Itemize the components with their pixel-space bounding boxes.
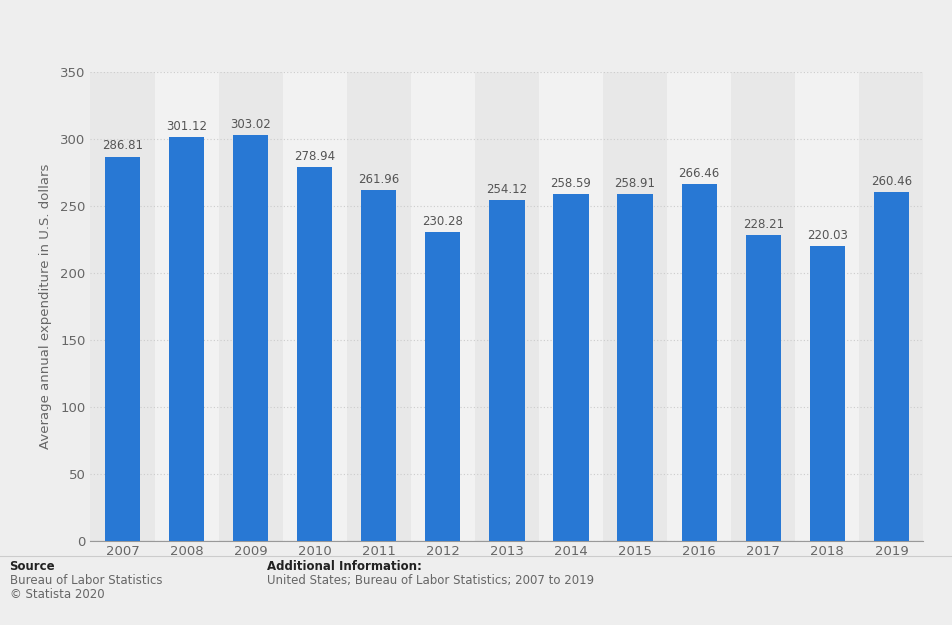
- Bar: [539, 72, 603, 541]
- Text: Additional Information:: Additional Information:: [267, 560, 422, 573]
- Bar: [603, 72, 667, 541]
- Bar: [731, 72, 795, 541]
- Text: 278.94: 278.94: [294, 150, 335, 163]
- Bar: [860, 72, 923, 541]
- Bar: [347, 72, 411, 541]
- Y-axis label: Average annual expenditure in U.S. dollars: Average annual expenditure in U.S. dolla…: [39, 164, 51, 449]
- Bar: [154, 72, 219, 541]
- Bar: [297, 167, 332, 541]
- Bar: [426, 232, 461, 541]
- Bar: [745, 235, 781, 541]
- Bar: [219, 72, 283, 541]
- Text: United States; Bureau of Labor Statistics; 2007 to 2019: United States; Bureau of Labor Statistic…: [267, 574, 594, 587]
- Bar: [233, 135, 268, 541]
- Bar: [361, 190, 396, 541]
- Text: 230.28: 230.28: [423, 215, 464, 228]
- Text: 258.59: 258.59: [550, 177, 591, 190]
- Text: 260.46: 260.46: [871, 175, 912, 188]
- Bar: [90, 72, 154, 541]
- Text: 301.12: 301.12: [166, 121, 207, 133]
- Bar: [169, 138, 204, 541]
- Bar: [475, 72, 539, 541]
- Bar: [667, 72, 731, 541]
- Text: 254.12: 254.12: [486, 183, 527, 196]
- Text: 220.03: 220.03: [807, 229, 848, 242]
- Bar: [283, 72, 347, 541]
- Text: 266.46: 266.46: [679, 167, 720, 180]
- Bar: [618, 194, 653, 541]
- Text: 228.21: 228.21: [743, 218, 783, 231]
- Bar: [489, 200, 525, 541]
- Bar: [682, 184, 717, 541]
- Text: Bureau of Labor Statistics: Bureau of Labor Statistics: [10, 574, 162, 587]
- Bar: [874, 192, 909, 541]
- Bar: [105, 156, 140, 541]
- Bar: [810, 246, 845, 541]
- Text: 303.02: 303.02: [230, 118, 271, 131]
- Bar: [411, 72, 475, 541]
- Bar: [553, 194, 588, 541]
- Text: © Statista 2020: © Statista 2020: [10, 588, 104, 601]
- Bar: [795, 72, 860, 541]
- Text: 258.91: 258.91: [615, 177, 656, 190]
- Text: 261.96: 261.96: [358, 173, 400, 186]
- Text: 286.81: 286.81: [102, 139, 143, 152]
- Text: Source: Source: [10, 560, 55, 573]
